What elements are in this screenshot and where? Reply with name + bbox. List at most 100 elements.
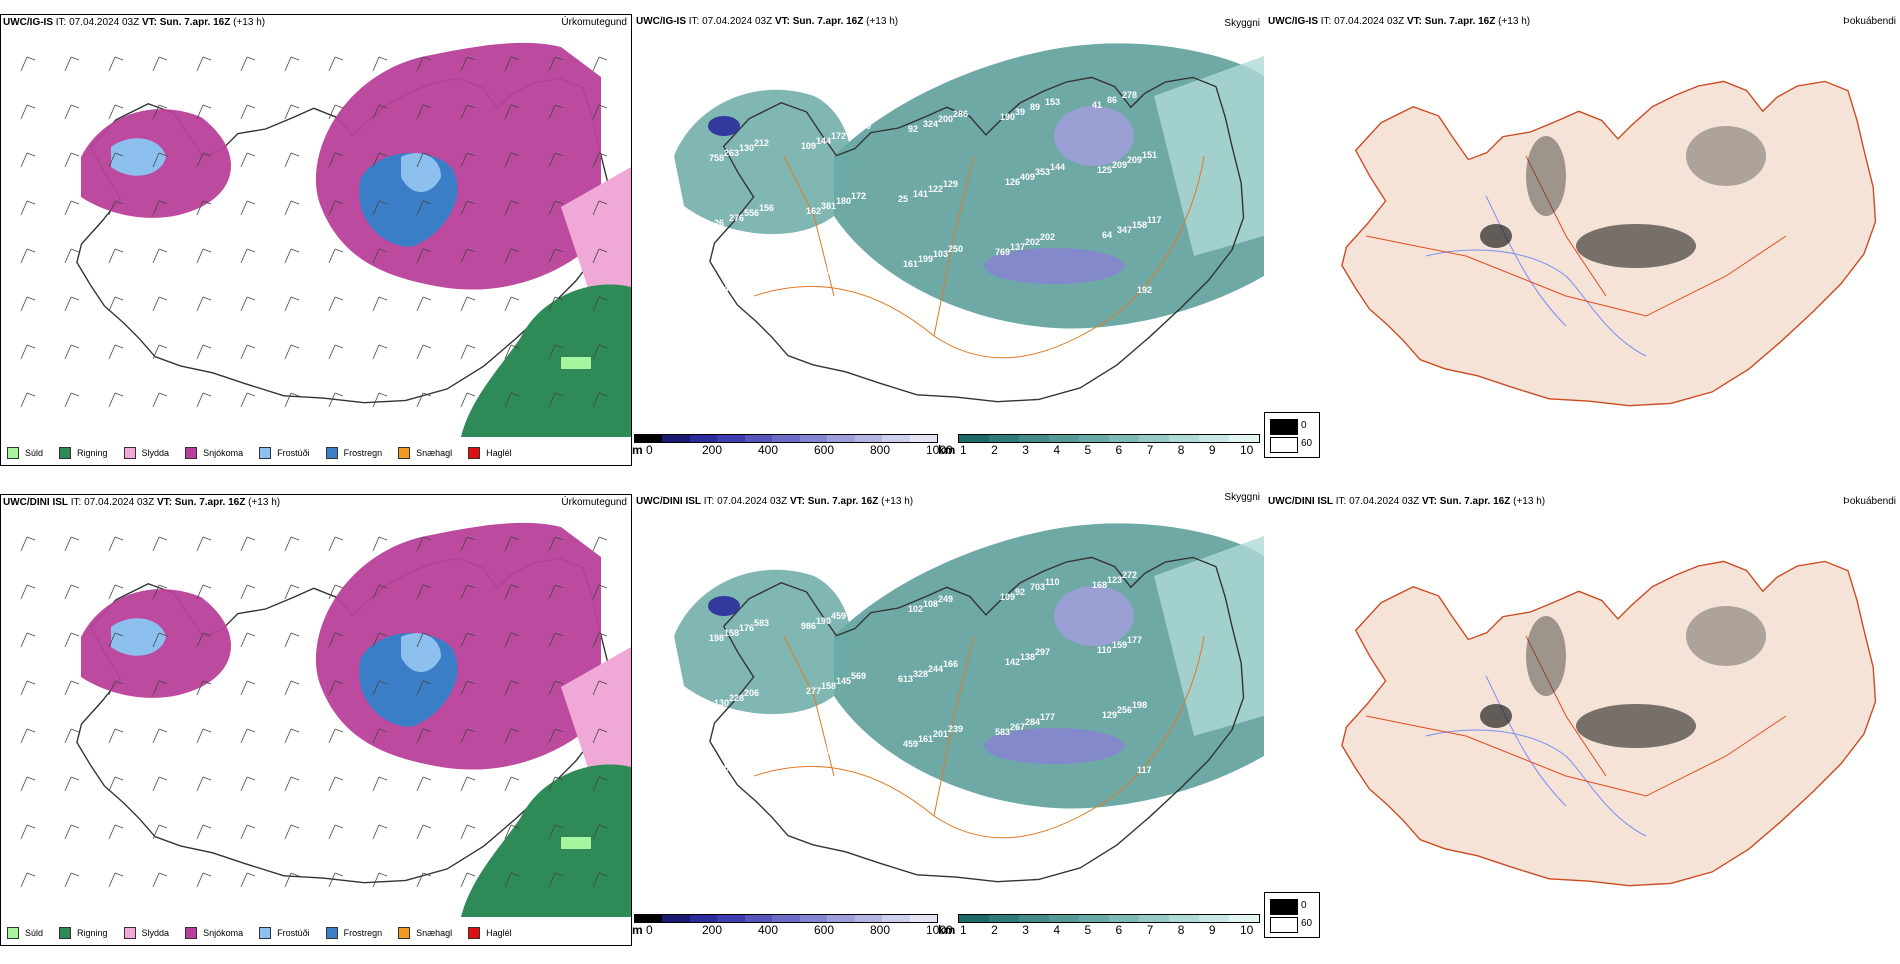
wind-barb-flag	[158, 296, 168, 301]
wind-barb-flag	[114, 296, 124, 301]
visibility-unit-label: km	[938, 923, 956, 937]
height-tick-label: 200	[702, 923, 723, 937]
wind-barb-flag	[510, 728, 520, 733]
wind-barb	[328, 56, 336, 72]
wind-barb-flag	[158, 776, 168, 781]
wind-barb-flag	[158, 200, 168, 205]
cloud-base-label: 122	[928, 184, 943, 194]
visibility-region	[1154, 56, 1264, 256]
precip-title: Úrkomutegund	[561, 497, 627, 508]
cloud-base-label: 328	[913, 669, 928, 679]
wind-barb-flag	[598, 152, 608, 157]
wind-barb-flag	[510, 872, 520, 877]
wind-barb-flag	[378, 584, 388, 589]
visibility-colorbar-cell	[1019, 435, 1049, 442]
wind-barb-flag	[334, 200, 344, 205]
wind-barb-flag	[158, 248, 168, 253]
wind-barb	[416, 776, 424, 792]
model-name: UWC/IG-IS	[636, 16, 686, 27]
wind-barb	[592, 104, 600, 120]
wind-barb	[64, 632, 72, 648]
cloud-base-label: 583	[754, 618, 769, 628]
precip-legend-swatch	[468, 447, 481, 459]
wind-barb-flag	[114, 824, 124, 829]
wind-barb-flag	[598, 632, 608, 637]
wind-barb-flag	[70, 584, 80, 589]
wind-barb	[284, 824, 292, 840]
wind-barb-flag	[554, 248, 564, 253]
precip-legend-item: Frostregn	[325, 447, 382, 459]
wind-barb	[504, 392, 512, 408]
wind-barb	[504, 344, 512, 360]
height-colorbar-cell	[909, 435, 937, 442]
wind-barb-flag	[510, 296, 520, 301]
wind-barb-flag	[290, 248, 300, 253]
wind-barb-flag	[554, 392, 564, 397]
wind-barb	[416, 344, 424, 360]
height-tick-label: 200	[702, 443, 723, 457]
cloud-base-label: 276	[729, 213, 744, 223]
rain-region	[461, 764, 631, 917]
wind-barb-flag	[26, 872, 36, 877]
cloud-base-label: 102	[908, 604, 923, 614]
wind-barb-flag	[334, 872, 344, 877]
cloud-base-label: 177	[1040, 712, 1055, 722]
wind-barb	[64, 56, 72, 72]
wind-barb	[108, 872, 116, 888]
wind-barb	[108, 680, 116, 696]
wind-barb-flag	[334, 344, 344, 349]
wind-barb-flag	[554, 680, 564, 685]
it-label: IT:	[70, 497, 82, 508]
wind-barb	[284, 632, 292, 648]
wind-barb-flag	[466, 344, 476, 349]
wind-barb	[20, 872, 28, 888]
wind-barb	[372, 344, 380, 360]
wind-barb	[152, 680, 160, 696]
wind-barb-flag	[290, 200, 300, 205]
wind-barb	[284, 104, 292, 120]
wind-barb-flag	[70, 536, 80, 541]
precip-legend-label: Snæhagl	[416, 928, 453, 938]
wind-barb	[108, 536, 116, 552]
wind-barb-flag	[70, 248, 80, 253]
model-name: UWC/DINI ISL	[636, 496, 701, 507]
wind-barb-flag	[510, 776, 520, 781]
wind-barb-flag	[554, 872, 564, 877]
wind-barb	[460, 824, 468, 840]
wind-barb-flag	[70, 680, 80, 685]
visibility-tick-label: 7	[1146, 443, 1154, 457]
wind-barb	[108, 632, 116, 648]
wind-barb-flag	[598, 200, 608, 205]
wind-barb	[328, 344, 336, 360]
precip-type-map	[20, 522, 631, 917]
cloud-base-label: 172	[831, 131, 846, 141]
wind-barb-flag	[378, 152, 388, 157]
wind-barb-flag	[334, 152, 344, 157]
height-colorbar-cell	[799, 915, 828, 922]
wind-barb	[372, 152, 380, 168]
wind-barb	[108, 392, 116, 408]
wind-barb	[504, 584, 512, 600]
height-colorbar-cells	[634, 914, 938, 923]
visibility-colorbar: km 1 2 3 4 5 6 7 8 9 10	[938, 434, 1260, 457]
wind-barb-flag	[510, 152, 520, 157]
wind-barb-flag	[114, 392, 124, 397]
visibility-colorbar-cell	[1139, 915, 1169, 922]
fog-legend: 0 60	[1264, 412, 1320, 458]
wind-barb-flag	[334, 296, 344, 301]
height-colorbar-cell	[635, 915, 663, 922]
wind-barb-flag	[246, 824, 256, 829]
cloud-base-label: 256	[1117, 705, 1132, 715]
wind-barb-flag	[202, 296, 212, 301]
wind-barb	[592, 584, 600, 600]
wind-barb	[64, 344, 72, 360]
cloud-base-label: 249	[938, 594, 953, 604]
precip-legend-item: Frostúði	[259, 447, 310, 459]
height-tick-label: 600	[814, 923, 835, 937]
visibility-tick-label: 7	[1146, 923, 1154, 937]
iceland-group	[709, 556, 1245, 883]
wind-barb	[328, 776, 336, 792]
wind-barb-flag	[114, 56, 124, 61]
vt-label: VT:	[1406, 16, 1422, 27]
it-label: IT:	[703, 496, 715, 507]
